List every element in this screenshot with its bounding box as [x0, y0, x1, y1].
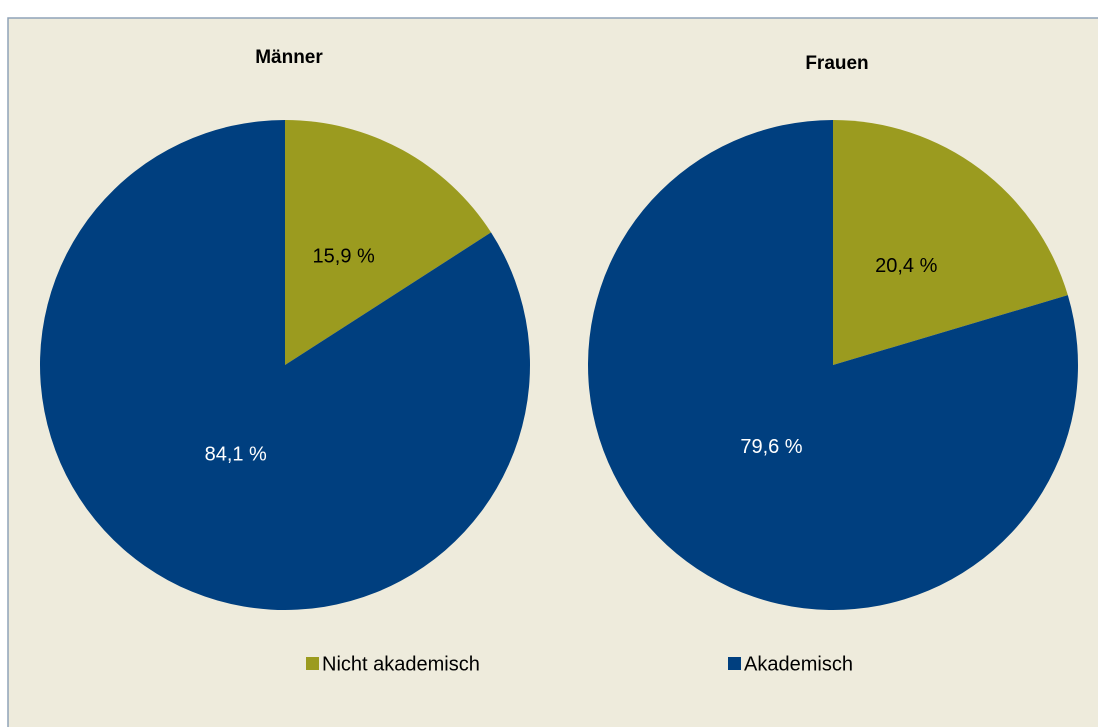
legend-swatch — [728, 657, 741, 670]
legend-swatch — [306, 657, 319, 670]
legend-label: Nicht akademisch — [322, 653, 480, 675]
data-label: 20,4 % — [875, 255, 937, 277]
data-label: 84,1 % — [205, 444, 267, 466]
pie-title: Männer — [255, 47, 323, 68]
pie-slice — [833, 120, 1068, 365]
pie-slice — [39, 120, 531, 610]
pie-slice — [588, 120, 1079, 610]
pie-title: Frauen — [805, 53, 868, 74]
pie-slice — [285, 120, 492, 365]
data-label: 15,9 % — [313, 246, 375, 268]
legend-label: Akademisch — [744, 653, 853, 675]
data-label: 79,6 % — [740, 436, 802, 458]
